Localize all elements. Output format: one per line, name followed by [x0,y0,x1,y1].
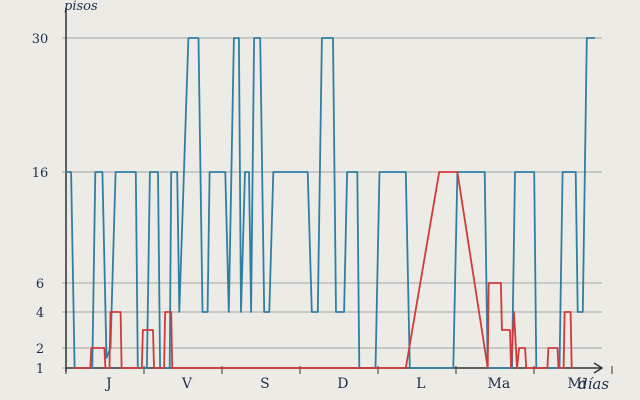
y-tick-label: 6 [36,277,44,292]
y-axis-label: pisos [64,0,98,14]
x-axis-label: días [578,375,609,393]
y-ticks: 1 2 4 6 16 30 [32,32,49,377]
series-line-2 [73,171,573,369]
day-tick-label: Mi [567,376,586,392]
x-axis-arrow [593,362,604,374]
day-tick-label: S [260,376,270,392]
y-tick-label: 16 [32,166,49,181]
day-tick-label: Ma [488,376,511,392]
y-tick-label: 1 [36,362,44,377]
series-lines [65,37,596,369]
y-tick-label: 30 [32,32,49,47]
day-tick-label: J [104,376,112,392]
series-line-1 [65,37,596,369]
y-tick-label: 4 [36,306,44,321]
day-ticks: J V S D L Ma Mi [65,366,613,392]
day-tick-label: D [337,376,348,392]
day-tick-label: V [181,376,193,392]
y-tick-label: 2 [36,342,44,357]
grid-lines [62,37,602,369]
day-tick-label: L [416,376,425,392]
